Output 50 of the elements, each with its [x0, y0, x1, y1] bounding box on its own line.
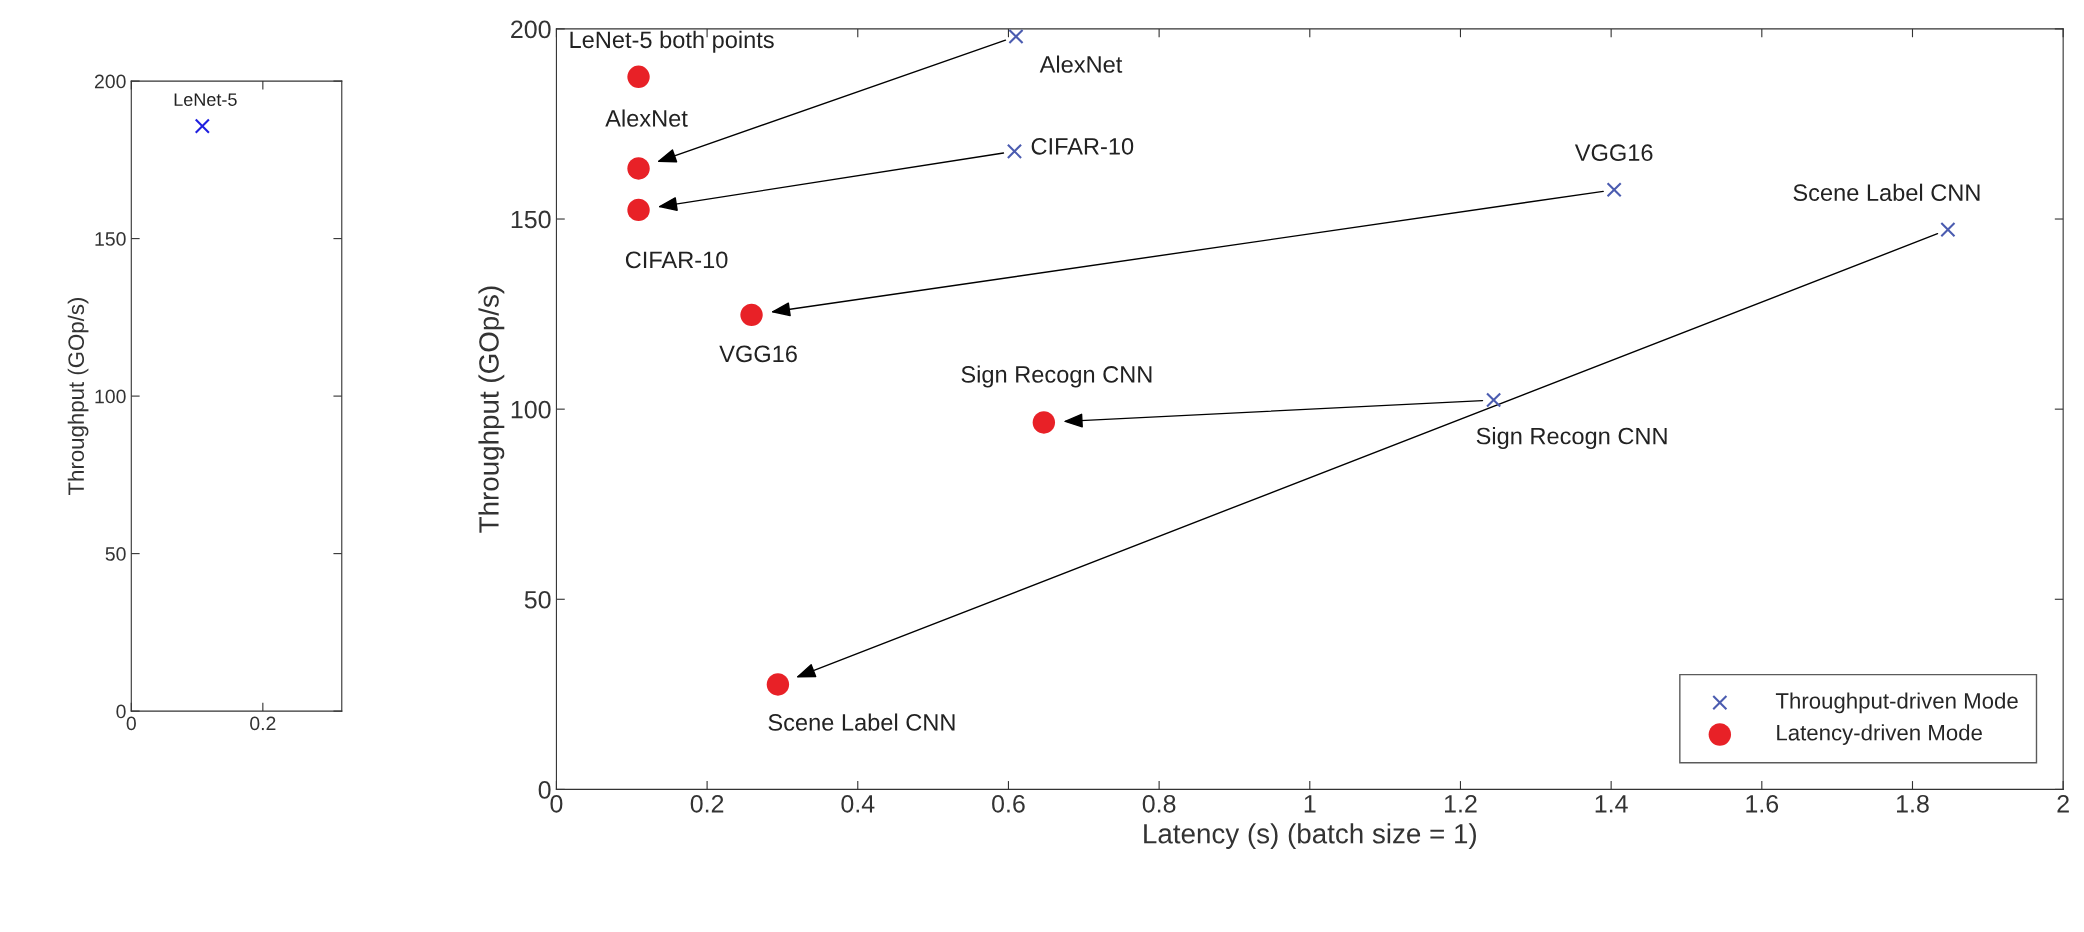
point: [1008, 28, 1024, 45]
point: [1006, 143, 1023, 159]
x-tick-label: 0.2: [250, 716, 276, 731]
y-tick-label: 150: [95, 232, 126, 246]
point: [740, 303, 763, 327]
x-tick-label: 0.2: [690, 794, 724, 813]
annotation: Sign Recogn CNN: [1476, 427, 1667, 450]
annotation: VGG16: [1574, 144, 1653, 162]
y-axis-title: Throughput (GOp/s): [478, 286, 505, 533]
y-axis-title: Throughput (GOp/s): [67, 298, 89, 496]
annotation: AlexNet: [605, 109, 688, 127]
point: [627, 157, 650, 180]
point: [1606, 182, 1622, 198]
annotation: Scene Label CNN: [1793, 183, 1980, 202]
x-axis-title: Latency (s) (batch size = 1): [1144, 823, 1476, 850]
x-tick-label: 1.2: [1445, 794, 1477, 813]
point: [627, 198, 650, 222]
annotation: VGG16: [719, 345, 797, 363]
legend-label: Throughput-driven Mode: [1775, 692, 2018, 714]
point: [1032, 411, 1056, 434]
point: [1940, 222, 1956, 238]
annotation: CIFAR-10: [625, 251, 728, 269]
x-tick-label: 0.8: [1142, 794, 1176, 813]
annotation: Sign Recogn CNN: [961, 365, 1152, 388]
annotation: LeNet-5 both points: [570, 30, 774, 53]
y-tick-label: 100: [95, 389, 126, 404]
y-tick-label: 50: [105, 547, 126, 561]
x-tick-label: 1: [1304, 795, 1316, 813]
y-tick-label: 150: [511, 210, 551, 229]
x-tick-label: 1.6: [1746, 794, 1779, 813]
x-tick-label: 0.4: [841, 794, 875, 813]
y-tick-label: 100: [511, 400, 551, 419]
y-tick-label: 200: [511, 20, 551, 39]
y-tick-label: 50: [524, 590, 551, 609]
y-tick-label: 0: [538, 781, 551, 799]
legend-label: Latency-driven Mode: [1777, 724, 1982, 745]
y-tick-label: 0: [116, 704, 126, 719]
x-tick-label: 0: [550, 794, 563, 813]
annotation: AlexNet: [1039, 55, 1123, 73]
point: [1485, 392, 1502, 408]
annotation: Scene Label CNN: [768, 713, 955, 731]
y-tick-label: 200: [94, 74, 126, 89]
point: [627, 65, 650, 88]
point: [766, 673, 790, 696]
x-tick-label: 1.8: [1897, 794, 1929, 813]
annotation: LeNet-5: [174, 93, 237, 106]
x-tick-label: 0.6: [992, 794, 1025, 813]
x-tick-label: 2: [2057, 794, 2069, 813]
annotation: CIFAR-10: [1031, 137, 1134, 155]
x-tick-label: 1.4: [1595, 795, 1628, 813]
